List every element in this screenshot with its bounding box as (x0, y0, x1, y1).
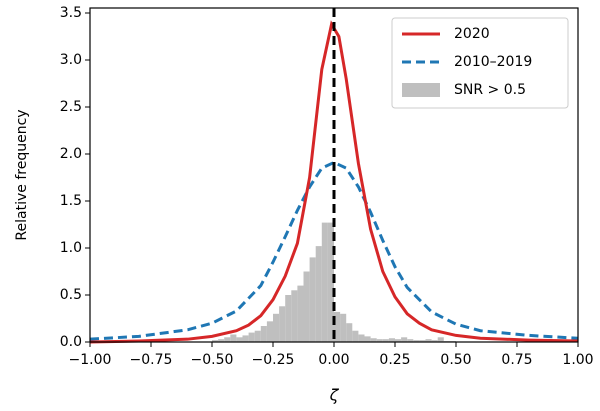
histogram-bar (236, 337, 243, 342)
histogram-bar (395, 339, 402, 342)
x-tick-label: −0.25 (252, 352, 295, 368)
histogram-bar (248, 332, 255, 342)
histogram-bar (254, 330, 261, 342)
histogram-bar (370, 338, 377, 342)
histogram-bar (407, 339, 414, 342)
x-tick-label: 0.75 (501, 352, 532, 368)
x-tick-label: −1.00 (69, 352, 112, 368)
histogram-bar (273, 313, 280, 342)
histogram-bar (279, 306, 286, 342)
x-tick-label: 1.00 (562, 352, 593, 368)
histogram-bar (285, 295, 292, 342)
x-tick-label: 0.00 (318, 352, 349, 368)
histogram-bar (315, 246, 322, 342)
histogram-bar (346, 323, 353, 342)
legend-label: SNR > 0.5 (454, 82, 526, 98)
y-tick-label: 0.0 (60, 334, 82, 350)
histogram-bar (401, 337, 408, 342)
histogram-bar (364, 336, 371, 342)
legend-swatch (402, 83, 440, 97)
legend-label: 2010–2019 (454, 54, 532, 70)
histogram-bar (340, 313, 347, 342)
x-tick-label: −0.75 (130, 352, 173, 368)
y-tick-label: 1.0 (60, 240, 82, 256)
histogram-bar (266, 321, 273, 342)
histogram-bar (218, 339, 225, 342)
histogram-bar (327, 222, 334, 342)
y-tick-label: 2.0 (60, 146, 82, 162)
x-tick-label: −0.50 (191, 352, 234, 368)
histogram-bar (425, 339, 432, 342)
histogram-bar (358, 334, 365, 342)
histogram-bar (297, 285, 304, 342)
x-tick-label: 0.25 (379, 352, 410, 368)
histogram-bar (212, 340, 219, 342)
histogram-bar (437, 337, 444, 342)
histogram-bar (388, 338, 395, 342)
x-axis-label: ζ (329, 386, 340, 405)
y-tick-label: 2.5 (60, 99, 82, 115)
histogram-bar (382, 339, 389, 342)
histogram-bar (303, 271, 310, 342)
histogram-bar (242, 335, 249, 342)
histogram-bar (321, 222, 328, 342)
line (89, 160, 579, 341)
histogram-bar (291, 290, 298, 342)
legend-label: 2020 (454, 26, 490, 42)
y-axis-label: Relative frequency (14, 109, 30, 240)
histogram-bar (419, 340, 426, 342)
histogram-bar (431, 340, 438, 342)
y-tick-label: 0.5 (60, 287, 82, 303)
x-tick-label: 0.50 (440, 352, 471, 368)
histogram-bar (309, 257, 316, 342)
y-tick-label: 3.5 (60, 5, 82, 21)
histogram-bar (260, 326, 267, 342)
histogram-bar (352, 330, 359, 342)
y-tick-label: 3.0 (60, 52, 82, 68)
histogram-bar (413, 340, 420, 342)
histogram-bar (376, 339, 383, 342)
y-tick-label: 1.5 (60, 193, 82, 209)
histogram-bar (334, 311, 341, 342)
histogram-bar (230, 334, 237, 342)
histogram-bar (224, 337, 231, 342)
